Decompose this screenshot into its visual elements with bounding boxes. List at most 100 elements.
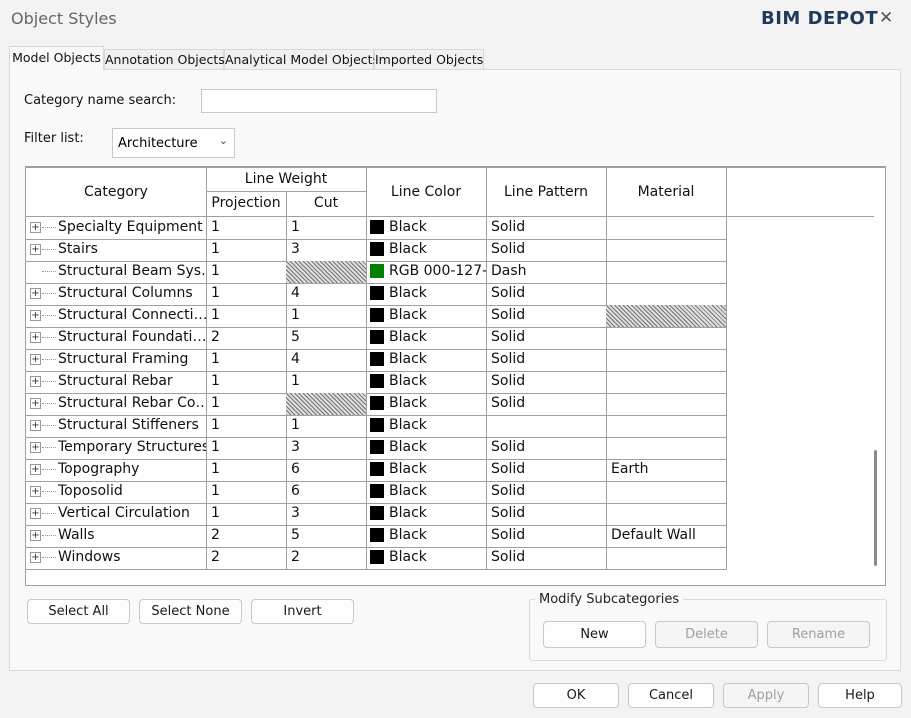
button[interactable]: OK [533,683,619,708]
close-button[interactable]: ✕ [879,8,894,28]
expand-button[interactable]: + [30,376,41,387]
cell-material [606,349,727,372]
cell-material [606,437,727,460]
color-swatch [370,286,384,300]
tab[interactable]: Model Objects [9,46,104,70]
tree-line [42,359,56,360]
expand-button[interactable]: + [30,288,41,299]
tree-line [42,403,56,404]
expand-button[interactable]: + [30,530,41,541]
expand-button[interactable]: + [30,222,41,233]
button[interactable]: Invert [251,599,354,624]
cell-color: Black [366,239,487,262]
cell-text: Solid [491,395,526,411]
expand-button[interactable]: + [30,310,41,321]
cell-text: Black [389,483,427,499]
window-title: Object Styles [11,9,117,28]
cell-cut: 6 [286,459,367,482]
cell-text: 1 [291,307,300,323]
tree-line [42,293,56,294]
tree-line [42,227,56,228]
cell-projection: 1 [206,261,287,284]
cell-text: 1 [211,285,220,301]
cell-text: Solid [491,307,526,323]
cell-pattern: Solid [486,371,607,394]
tab[interactable]: Imported Objects [374,49,484,70]
cell-text: 6 [291,461,300,477]
cell-material [606,305,727,328]
cell-pattern: Solid [486,217,607,240]
cell-text: Structural Framing [58,351,189,367]
cell-color: Black [366,393,487,416]
cell-material [606,415,727,438]
cell-text: 5 [291,527,300,543]
expand-button[interactable]: + [30,442,41,453]
cell-projection: 2 [206,327,287,350]
expand-button[interactable]: + [30,354,41,365]
cell-category: Stairs + [26,239,207,262]
cell-text: Black [389,505,427,521]
tree-line [42,315,56,316]
expand-button[interactable]: + [30,464,41,475]
cell-text: Stairs [58,241,98,257]
cell-material: Default Wall [606,525,727,548]
tab[interactable]: Analytical Model Objects [224,49,379,70]
expand-button[interactable]: + [30,244,41,255]
button[interactable]: Select All [27,599,130,624]
cell-text: 1 [211,219,220,235]
cell-projection: 1 [206,283,287,306]
cell-projection: 2 [206,525,287,548]
expand-button[interactable]: + [30,332,41,343]
cell-text: Black [389,241,427,257]
header-cell: Category [26,168,207,217]
cell-category: Structural Columns + [26,283,207,306]
expand-button[interactable]: + [30,486,41,497]
cell-text: 1 [211,395,220,411]
cell-text: Structural Columns [58,285,193,301]
cell-pattern: Dash [486,261,607,284]
cell-text: Solid [491,219,526,235]
cell-pattern: Solid [486,239,607,262]
cell-text: Black [389,219,427,235]
color-swatch [370,418,384,432]
color-swatch [370,220,384,234]
cell-text: 1 [211,461,220,477]
cell-text: 6 [291,483,300,499]
button[interactable]: Select None [139,599,242,624]
expand-button[interactable]: + [30,508,41,519]
expand-button[interactable]: + [30,420,41,431]
cell-color: Black [366,327,487,350]
cell-text: 5 [291,329,300,345]
button[interactable]: Help [818,683,902,708]
header-cell: Material [606,168,727,217]
cell-pattern: Solid [486,503,607,526]
filter-select[interactable]: Architecture ⌄ [112,128,235,158]
expand-button[interactable]: + [30,398,41,409]
cell-text: Temporary Structures [58,439,207,455]
color-swatch [370,440,384,454]
button[interactable]: New [543,621,646,648]
cell-text: Black [389,461,427,477]
cell-category: Specialty Equipment + [26,217,207,240]
tab[interactable]: Annotation Objects [104,49,225,70]
expand-button[interactable]: + [30,552,41,563]
color-swatch [370,374,384,388]
cell-material [606,547,727,570]
cell-text: Default Wall [611,527,696,543]
cell-cut: 5 [286,327,367,350]
cell-material [606,481,727,504]
cell-color: Black [366,349,487,372]
cell-text: Earth [611,461,649,477]
color-swatch [370,528,384,542]
header-cell: Cut [286,191,367,217]
cell-text: Black [389,285,427,301]
scrollbar-thumb[interactable] [874,450,877,566]
cell-text: Topography [58,461,140,477]
cell-category: Structural Rebar Co… + [26,393,207,416]
cell-category: Topography + [26,459,207,482]
button[interactable]: Cancel [628,683,714,708]
cell-text: Black [389,395,427,411]
search-input[interactable] [201,89,437,113]
header-cell: Line Pattern [486,168,607,217]
color-swatch [370,462,384,476]
